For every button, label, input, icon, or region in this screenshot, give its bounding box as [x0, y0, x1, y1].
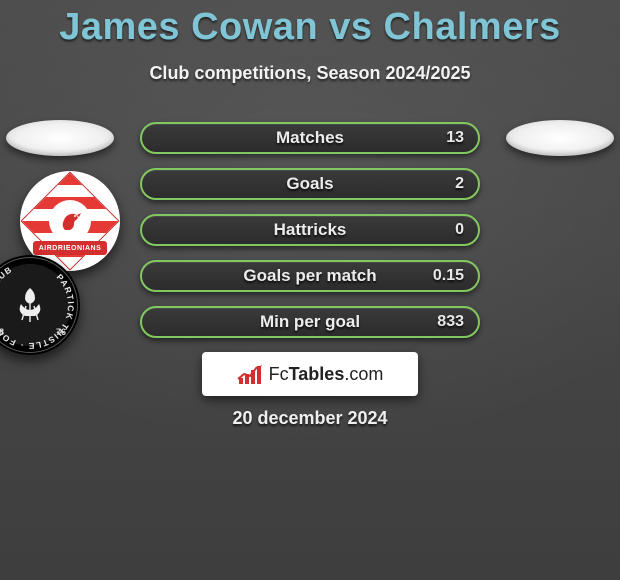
stat-label: Goals — [142, 174, 478, 194]
rooster-icon — [55, 206, 85, 236]
stat-value: 2 — [455, 175, 464, 193]
airdrie-ribbon: AIRDRIEONIANS — [33, 241, 107, 255]
partick-ring-text-icon: PARTICK THISTLE · FOOTBALL CLUB — [0, 257, 78, 353]
stat-row-gpm: Goals per match 0.15 — [140, 260, 480, 292]
stat-row-mpg: Min per goal 833 — [140, 306, 480, 338]
partick-year-left: 18 — [0, 327, 4, 337]
stat-label: Goals per match — [142, 266, 478, 286]
svg-text:PARTICK THISTLE · FOOTBALL CLU: PARTICK THISTLE · FOOTBALL CLUB — [0, 264, 76, 351]
club-badge-right: PARTICK THISTLE · FOOTBALL CLUB 18 76 — [0, 255, 80, 355]
stat-value: 0 — [455, 221, 464, 239]
chart-icon — [237, 364, 263, 384]
partick-year-right: 76 — [56, 327, 66, 337]
stat-label: Matches — [142, 128, 478, 148]
site-logo-text: FcTables.com — [269, 364, 384, 385]
stats-container: Matches 13 Goals 2 Hattricks 0 Goals per… — [140, 122, 480, 352]
player-photo-left — [6, 120, 114, 156]
stat-value: 13 — [446, 129, 464, 147]
stat-row-matches: Matches 13 — [140, 122, 480, 154]
date-label: 20 december 2024 — [0, 408, 620, 429]
stat-row-hattricks: Hattricks 0 — [140, 214, 480, 246]
player-photo-right — [506, 120, 614, 156]
airdrie-center — [49, 200, 91, 242]
subtitle: Club competitions, Season 2024/2025 — [0, 63, 620, 84]
page-title: James Cowan vs Chalmers — [0, 0, 620, 49]
stat-row-goals: Goals 2 — [140, 168, 480, 200]
stat-value: 0.15 — [433, 267, 464, 285]
site-logo-card[interactable]: FcTables.com — [202, 352, 418, 396]
stat-value: 833 — [437, 313, 464, 331]
stat-label: Min per goal — [142, 312, 478, 332]
stat-label: Hattricks — [142, 220, 478, 240]
